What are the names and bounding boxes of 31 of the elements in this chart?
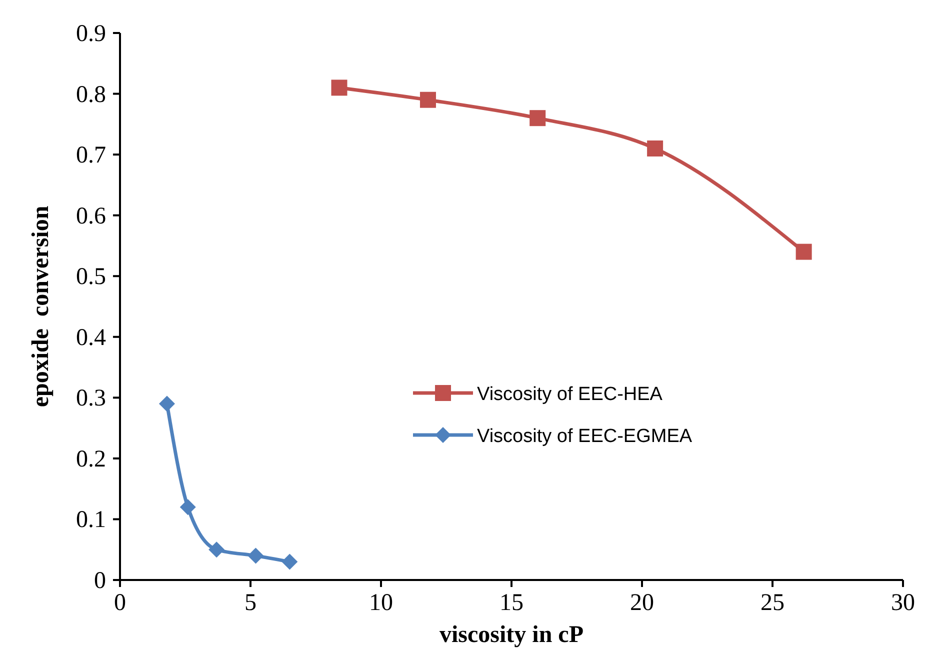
x-axis-title: viscosity in cP	[440, 622, 584, 648]
point	[796, 244, 812, 260]
y-tick-label: 0.7	[76, 142, 106, 169]
x-tick-label: 30	[891, 590, 915, 616]
y-tick-label: 0.3	[76, 386, 106, 412]
y-tick-label: 0	[94, 568, 106, 594]
y-tick-label: 0.6	[76, 203, 106, 230]
point	[530, 110, 546, 126]
point	[158, 396, 175, 412]
x-tick-label: 0	[114, 590, 126, 616]
point	[208, 542, 225, 558]
legend-label: Viscosity of EEC-HEA	[477, 384, 663, 405]
x-tick-label: 20	[630, 590, 654, 616]
y-tick-label: 0.4	[76, 324, 106, 351]
point	[282, 554, 298, 570]
x-tick-label: 25	[760, 590, 784, 616]
y-tick-label: 0.5	[76, 264, 106, 290]
y-tick-label: 0.8	[76, 82, 106, 108]
x-tick-label: 15	[500, 590, 524, 616]
point	[420, 92, 436, 108]
y-axis-title: epoxide conversion	[28, 206, 54, 408]
y-tick-label: 0.2	[76, 446, 106, 472]
point	[248, 548, 264, 564]
x-tick-label: 5	[244, 590, 256, 616]
legend-label: Viscosity of EEC-EGMEA	[477, 426, 692, 447]
point	[331, 80, 348, 96]
point	[647, 140, 664, 156]
x-tick-label: 10	[369, 590, 393, 616]
y-tick-label: 0.9	[76, 21, 106, 47]
y-tick-label: 0.1	[76, 507, 106, 534]
point	[180, 499, 196, 516]
